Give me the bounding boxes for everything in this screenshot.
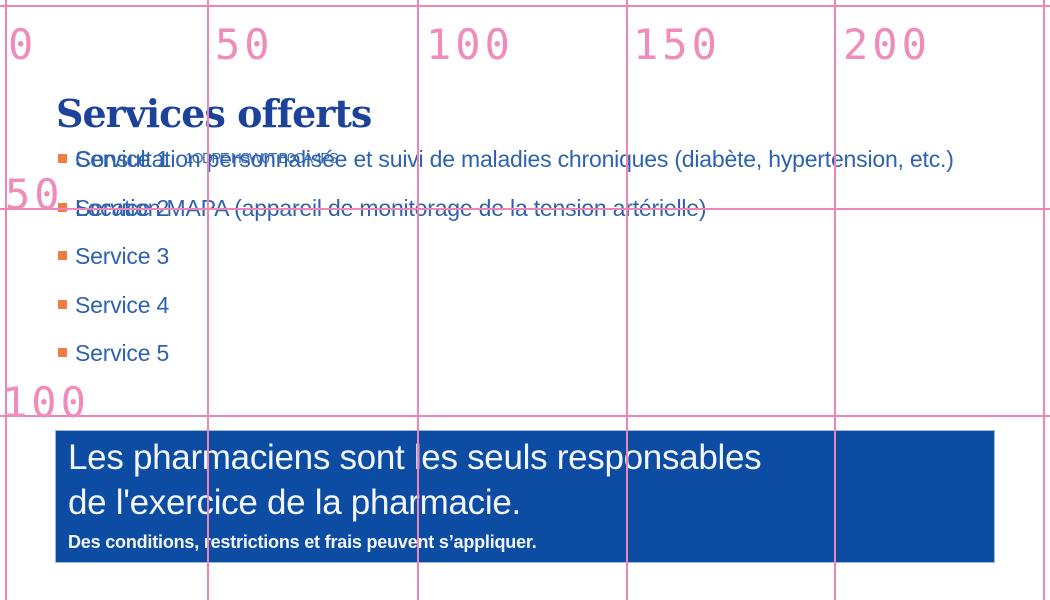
bullet-square-icon	[58, 154, 67, 163]
service-description-overlay: Consultation personnalisée et suivi de m…	[75, 146, 954, 172]
list-item: Service 5	[55, 340, 1045, 366]
list-item: Service 2 Location MAPA (appareil de mon…	[55, 195, 1045, 221]
pharmacist-disclaimer-banner: Les pharmaciens sont les seuls responsab…	[55, 430, 995, 563]
grid-x-label: 50	[215, 20, 274, 69]
grid-x-label: 200	[843, 20, 931, 69]
banner-text-line1: Les pharmaciens sont les seuls responsab…	[68, 438, 762, 477]
list-item: Service 4	[55, 292, 1045, 318]
service-placeholder-label: Service 3	[75, 243, 170, 269]
service-placeholder-label: Service 1	[75, 146, 170, 172]
bullet-square-icon	[58, 251, 67, 260]
grid-x-label: 150	[633, 20, 721, 69]
page-title: Services offerts	[56, 91, 372, 137]
grid-y-label: 100	[2, 378, 90, 427]
illegible-overlap-text: 1ODPE HSW0T B0CA 4PS	[185, 150, 339, 167]
list-item: Service 3	[55, 243, 1045, 269]
bullet-square-icon	[58, 300, 67, 309]
grid-x-label: 0	[8, 20, 38, 69]
grid-line-vertical	[5, 0, 7, 600]
bullet-square-icon	[58, 203, 67, 212]
grid-x-label: 100	[426, 20, 514, 69]
service-placeholder-label: Service 5	[75, 340, 170, 366]
service-description-overlay: Location MAPA (appareil de monitorage de…	[75, 195, 707, 221]
list-item: Service 1 Consultation personnalisée et …	[55, 146, 1045, 172]
banner-text-line2: de l'exercice de la pharmacie.	[68, 483, 521, 522]
grid-line-horizontal	[0, 415, 1050, 417]
grid-line-horizontal	[0, 5, 1050, 7]
service-placeholder-label: Service 4	[75, 292, 170, 318]
bullet-square-icon	[58, 348, 67, 357]
banner-disclaimer-text: Des conditions, restrictions et frais pe…	[68, 532, 537, 552]
